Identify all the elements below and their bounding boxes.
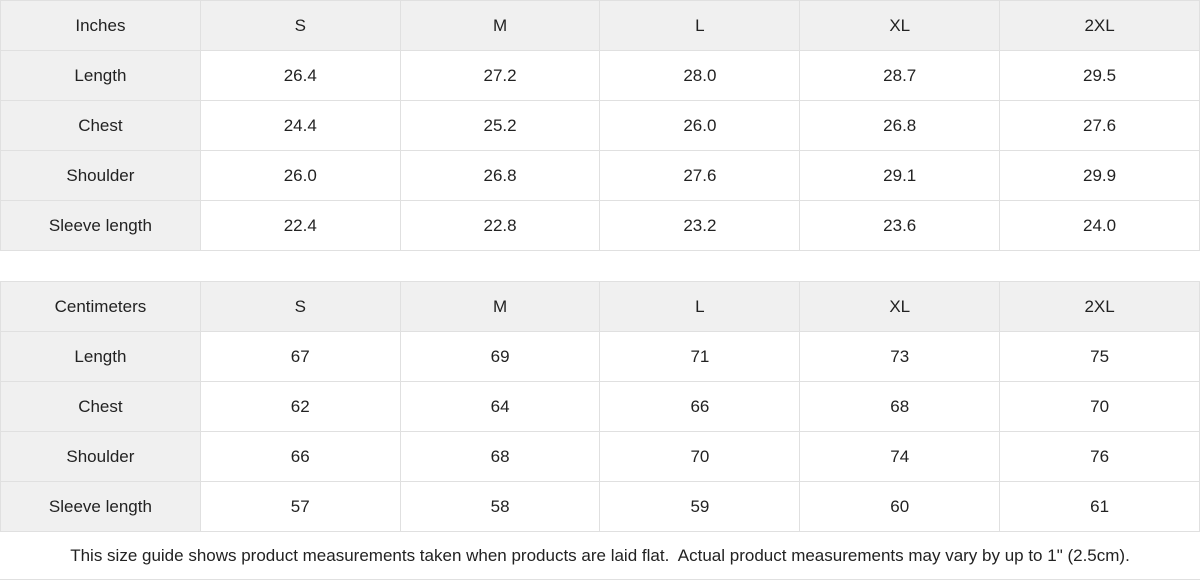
size-header-cell: L <box>599 0 801 51</box>
measurement-value-cell: 29.1 <box>799 150 1001 201</box>
measurement-value-cell: 58 <box>399 481 601 532</box>
measurement-value-cell: 75 <box>999 331 1200 382</box>
measurement-value-cell: 59 <box>599 481 801 532</box>
size-guide-note: This size guide shows product measuremen… <box>0 532 1200 580</box>
measurement-value-cell: 26.8 <box>399 150 601 201</box>
measurement-label-cell: Length <box>0 331 201 382</box>
table-row: Chest 62 64 66 68 70 <box>0 381 1200 432</box>
measurement-label-cell: Shoulder <box>0 150 201 201</box>
measurement-value-cell: 69 <box>399 331 601 382</box>
measurement-value-cell: 27.6 <box>599 150 801 201</box>
size-header-cell: S <box>199 0 401 51</box>
size-header-cell: XL <box>799 0 1001 51</box>
measurement-label-cell: Chest <box>0 100 201 151</box>
measurement-value-cell: 71 <box>599 331 801 382</box>
measurement-value-cell: 70 <box>599 431 801 482</box>
size-header-cell: S <box>199 281 401 332</box>
header-row: Centimeters S M L XL 2XL <box>0 281 1200 332</box>
unit-header-cell: Inches <box>0 0 201 51</box>
measurement-value-cell: 27.6 <box>999 100 1200 151</box>
measurement-value-cell: 26.8 <box>799 100 1001 151</box>
measurement-label-cell: Length <box>0 50 201 101</box>
size-table-inches: Inches S M L XL 2XL Length 26.4 27.2 28.0 28.7 29.5… <box>0 0 1200 251</box>
measurement-value-cell: 57 <box>199 481 401 532</box>
size-header-cell: M <box>399 0 601 51</box>
table-row: Shoulder 66 68 70 74 76 <box>0 431 1200 482</box>
measurement-label-cell: Chest <box>0 381 201 432</box>
measurement-value-cell: 24.0 <box>999 200 1200 251</box>
measurement-value-cell: 28.0 <box>599 50 801 101</box>
measurement-value-cell: 64 <box>399 381 601 432</box>
measurement-value-cell: 23.6 <box>799 200 1001 251</box>
measurement-value-cell: 28.7 <box>799 50 1001 101</box>
table-row: Chest 24.4 25.2 26.0 26.8 27.6 <box>0 100 1200 151</box>
measurement-value-cell: 62 <box>199 381 401 432</box>
size-header-cell: 2XL <box>999 281 1200 332</box>
measurement-value-cell: 25.2 <box>399 100 601 151</box>
measurement-value-cell: 22.8 <box>399 200 601 251</box>
measurement-value-cell: 67 <box>199 331 401 382</box>
measurement-value-cell: 76 <box>999 431 1200 482</box>
measurement-value-cell: 74 <box>799 431 1001 482</box>
measurement-value-cell: 27.2 <box>399 50 601 101</box>
unit-header-cell: Centimeters <box>0 281 201 332</box>
measurement-value-cell: 26.0 <box>599 100 801 151</box>
size-header-cell: XL <box>799 281 1001 332</box>
measurement-value-cell: 26.0 <box>199 150 401 201</box>
measurement-value-cell: 66 <box>599 381 801 432</box>
header-row: Inches S M L XL 2XL <box>0 0 1200 51</box>
measurement-value-cell: 29.9 <box>999 150 1200 201</box>
table-gap <box>0 251 1200 281</box>
measurement-value-cell: 70 <box>999 381 1200 432</box>
measurement-value-cell: 68 <box>799 381 1001 432</box>
measurement-value-cell: 22.4 <box>199 200 401 251</box>
measurement-value-cell: 66 <box>199 431 401 482</box>
size-table-centimeters: Centimeters S M L XL 2XL Length 67 69 71 73 75 Chest… <box>0 281 1200 532</box>
measurement-value-cell: 61 <box>999 481 1200 532</box>
measurement-value-cell: 24.4 <box>199 100 401 151</box>
measurement-value-cell: 68 <box>399 431 601 482</box>
measurement-label-cell: Shoulder <box>0 431 201 482</box>
size-header-cell: M <box>399 281 601 332</box>
measurement-value-cell: 23.2 <box>599 200 801 251</box>
table-row: Sleeve length 22.4 22.8 23.2 23.6 24.0 <box>0 200 1200 251</box>
measurement-value-cell: 60 <box>799 481 1001 532</box>
table-row: Length 26.4 27.2 28.0 28.7 29.5 <box>0 50 1200 101</box>
measurement-label-cell: Sleeve length <box>0 481 201 532</box>
table-row: Sleeve length 57 58 59 60 61 <box>0 481 1200 532</box>
measurement-value-cell: 29.5 <box>999 50 1200 101</box>
table-row: Shoulder 26.0 26.8 27.6 29.1 29.9 <box>0 150 1200 201</box>
measurement-value-cell: 73 <box>799 331 1001 382</box>
table-row: Length 67 69 71 73 75 <box>0 331 1200 382</box>
size-header-cell: 2XL <box>999 0 1200 51</box>
measurement-value-cell: 26.4 <box>199 50 401 101</box>
size-header-cell: L <box>599 281 801 332</box>
measurement-label-cell: Sleeve length <box>0 200 201 251</box>
